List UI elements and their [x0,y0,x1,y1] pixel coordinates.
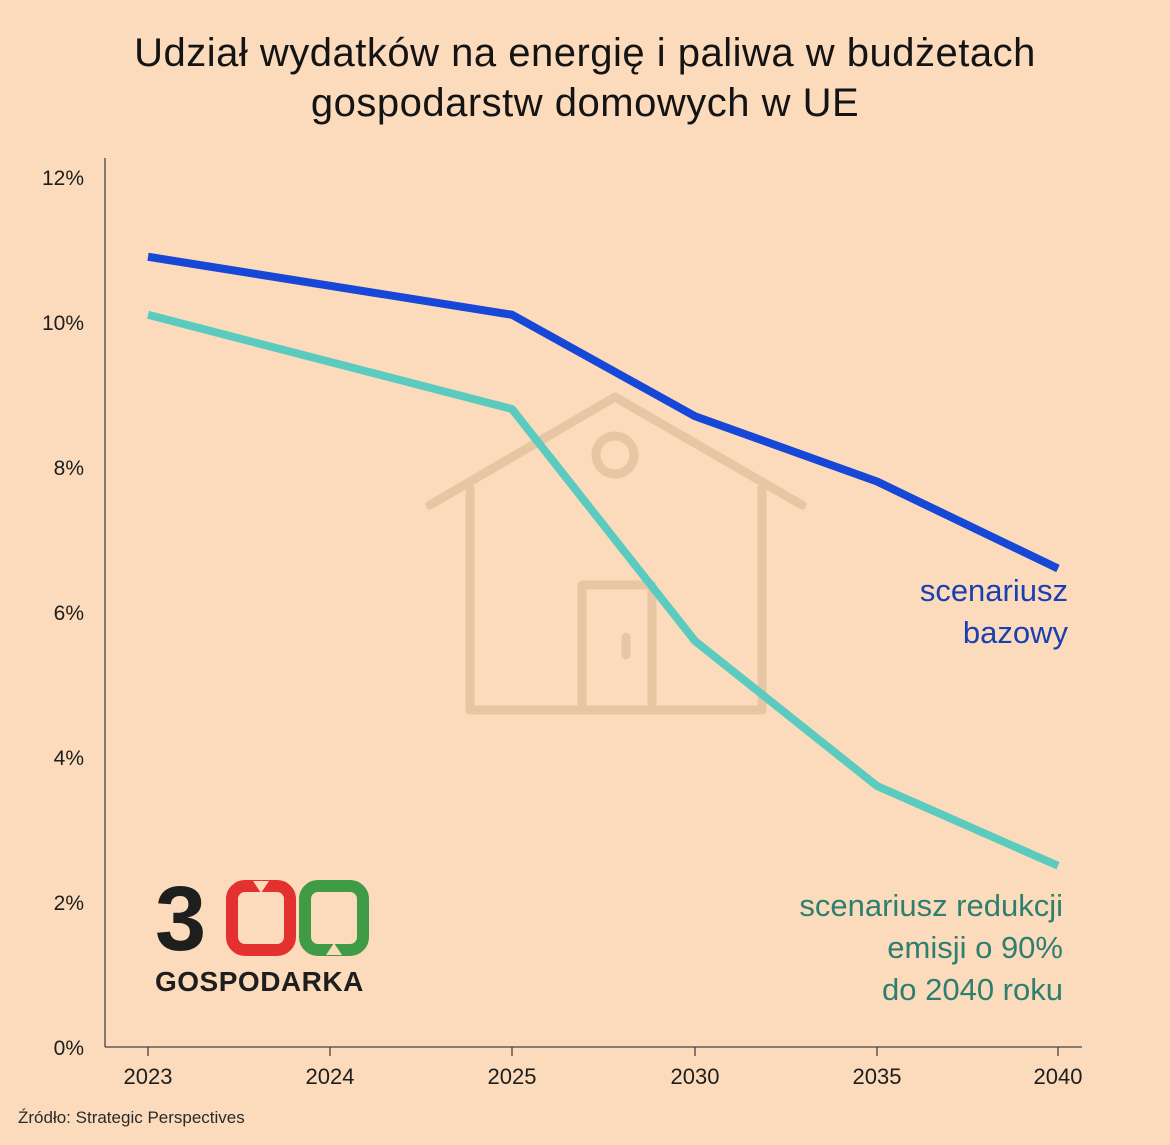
logo-red-zero [226,880,296,956]
x-tick-label: 2035 [853,1064,902,1089]
logo-300-gospodarka: 3 GOSPODARKA [155,868,375,1000]
y-tick-label: 2% [54,892,84,915]
y-tick-label: 4% [54,747,84,770]
chart-title-line-2: gospodarstw domowych w UE [310,81,860,125]
house-watermark-icon [425,392,807,715]
x-tick-label: 2023 [124,1064,173,1089]
chart-title-line-1: Udział wydatków na energię i paliwa w bu… [134,31,1036,75]
y-tick-label: 6% [54,602,84,625]
label-reduction-scenario-line: emisji o 90% [887,930,1063,965]
label-base-scenario-line: bazowy [963,615,1069,650]
source-note: Źródło: Strategic Perspectives [18,1108,245,1127]
x-tick-label: 2040 [1034,1064,1083,1089]
x-tick-label: 2024 [306,1064,355,1089]
chart-axes: 0% 2% 4% 6% 8% 10% 12% 2023 2024 2025 2030 2035 2040 [42,158,1083,1089]
chart-series [146,252,1060,870]
logo-digit-3: 3 [155,880,206,970]
y-tick-label: 0% [54,1037,84,1060]
label-reduction-scenario-line: scenariusz redukcji [799,888,1063,923]
logo-text: GOSPODARKA [155,966,364,997]
y-tick-label: 8% [54,457,84,480]
chart-title: Udział wydatków na energię i paliwa w bu… [0,28,1170,128]
x-tick-label: 2025 [488,1064,537,1089]
logo-mark-icon: 3 [155,868,369,970]
logo-green-zero [299,880,369,956]
chart-series-labels: scenariusz bazowy scenariusz redukcji emisj… [799,573,1068,1007]
y-tick-label: 12% [42,167,84,190]
y-tick-label: 10% [42,312,84,335]
x-tick-label: 2030 [671,1064,720,1089]
label-reduction-scenario-line: do 2040 roku [882,972,1063,1007]
label-base-scenario-line: scenariusz [920,573,1068,608]
